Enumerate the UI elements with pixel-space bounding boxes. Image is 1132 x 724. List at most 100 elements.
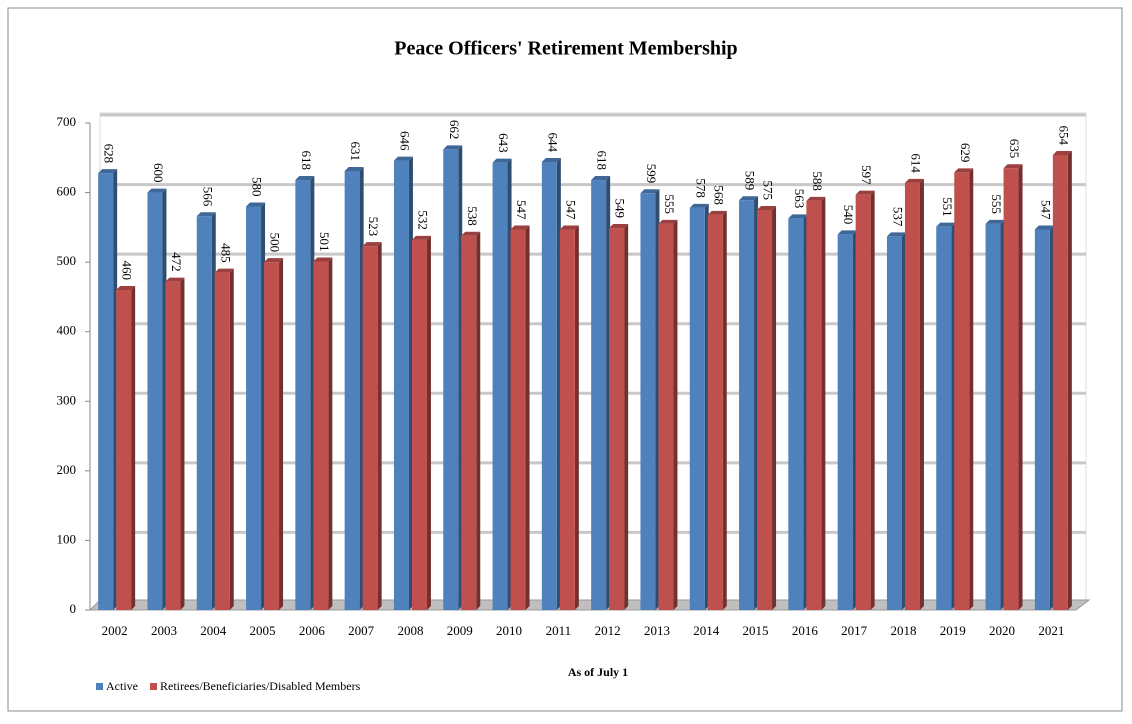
- bar: [541, 161, 557, 610]
- bar-top: [98, 169, 118, 174]
- bar: [806, 200, 822, 611]
- data-label: 551: [940, 197, 955, 217]
- data-label: 614: [908, 153, 923, 173]
- bar: [264, 262, 280, 610]
- bar: [116, 289, 132, 610]
- x-tick-label: 2018: [890, 623, 916, 638]
- data-label: 643: [496, 133, 511, 153]
- bar-top: [313, 257, 333, 262]
- bar-top: [492, 158, 512, 163]
- bar: [313, 261, 329, 610]
- bar-top: [1003, 164, 1023, 169]
- bar: [492, 162, 508, 611]
- chart-title: Peace Officers' Retirement Membership: [394, 38, 737, 60]
- y-tick-label: 200: [57, 462, 77, 477]
- data-label: 547: [1038, 200, 1053, 220]
- bar: [954, 172, 970, 610]
- data-label: 566: [200, 187, 215, 207]
- bar-top: [707, 210, 727, 215]
- x-tick-label: 2004: [200, 623, 227, 638]
- data-label: 635: [1007, 139, 1022, 159]
- bar: [1052, 155, 1068, 610]
- data-label: 597: [859, 165, 874, 185]
- bar-side: [377, 242, 382, 611]
- bar-side: [821, 196, 826, 611]
- bar-top: [658, 219, 678, 224]
- x-tick-label: 2007: [348, 623, 375, 638]
- bar-side: [919, 178, 924, 611]
- data-label: 654: [1056, 126, 1071, 146]
- bar-top: [147, 188, 167, 193]
- data-label: 575: [761, 180, 776, 200]
- bar: [985, 223, 1001, 610]
- data-label: 547: [563, 200, 578, 220]
- bar-side: [722, 210, 727, 610]
- bar: [98, 173, 114, 610]
- bar-top: [295, 176, 315, 181]
- data-label: 523: [366, 217, 381, 237]
- bar-top: [196, 212, 216, 217]
- bar-top: [264, 258, 284, 263]
- bar: [165, 281, 181, 610]
- bar-side: [476, 231, 481, 610]
- data-label: 485: [218, 243, 233, 263]
- bar-top: [985, 219, 1005, 224]
- bar: [214, 272, 230, 610]
- bar-top: [886, 232, 906, 237]
- x-tick-label: 2008: [397, 623, 423, 638]
- data-label: 537: [890, 207, 905, 227]
- bar-top: [116, 285, 136, 290]
- bar-side: [673, 219, 678, 610]
- bar-side: [870, 190, 875, 610]
- data-label: 547: [514, 200, 529, 220]
- data-label: 644: [545, 132, 560, 152]
- y-tick-label: 700: [57, 114, 77, 129]
- bar: [147, 192, 163, 611]
- x-tick-label: 2015: [743, 623, 769, 638]
- data-label: 563: [792, 189, 807, 209]
- data-label: 538: [465, 206, 480, 226]
- bar-top: [954, 168, 974, 173]
- bar-top: [609, 224, 629, 229]
- bar: [757, 209, 773, 610]
- bar-top: [739, 196, 759, 201]
- data-label: 578: [693, 178, 708, 198]
- bar: [640, 193, 656, 610]
- bar-top: [936, 222, 956, 227]
- bar-top: [1052, 151, 1072, 156]
- bar: [689, 207, 705, 610]
- x-tick-label: 2006: [299, 623, 326, 638]
- bar-side: [1067, 151, 1072, 610]
- bar-top: [640, 189, 660, 194]
- bar: [1034, 229, 1050, 611]
- bar-top: [559, 225, 579, 230]
- data-label: 460: [120, 260, 135, 280]
- bar-top: [806, 196, 826, 201]
- data-label: 618: [595, 151, 610, 171]
- data-label: 555: [989, 194, 1004, 214]
- bar-top: [362, 242, 382, 247]
- bar-side: [772, 205, 777, 610]
- data-label: 588: [810, 171, 825, 191]
- data-label: 646: [397, 131, 412, 151]
- bar: [904, 182, 920, 610]
- bar-side: [426, 235, 431, 610]
- bar-top: [411, 235, 431, 240]
- x-axis-label: As of July 1: [568, 665, 628, 679]
- bar-side: [229, 268, 234, 610]
- bar-side: [180, 277, 185, 610]
- bar-top: [165, 277, 185, 282]
- data-label: 501: [317, 232, 332, 252]
- bar-top: [591, 176, 611, 181]
- x-tick-label: 2012: [595, 623, 621, 638]
- bar: [591, 180, 607, 610]
- bar: [1003, 168, 1019, 610]
- data-label: 540: [841, 205, 856, 225]
- legend-swatch: [96, 683, 103, 690]
- y-tick-label: 0: [70, 601, 77, 616]
- bar-top: [461, 231, 481, 236]
- bar-top: [510, 225, 530, 230]
- data-label: 618: [299, 151, 314, 171]
- bar: [855, 194, 871, 610]
